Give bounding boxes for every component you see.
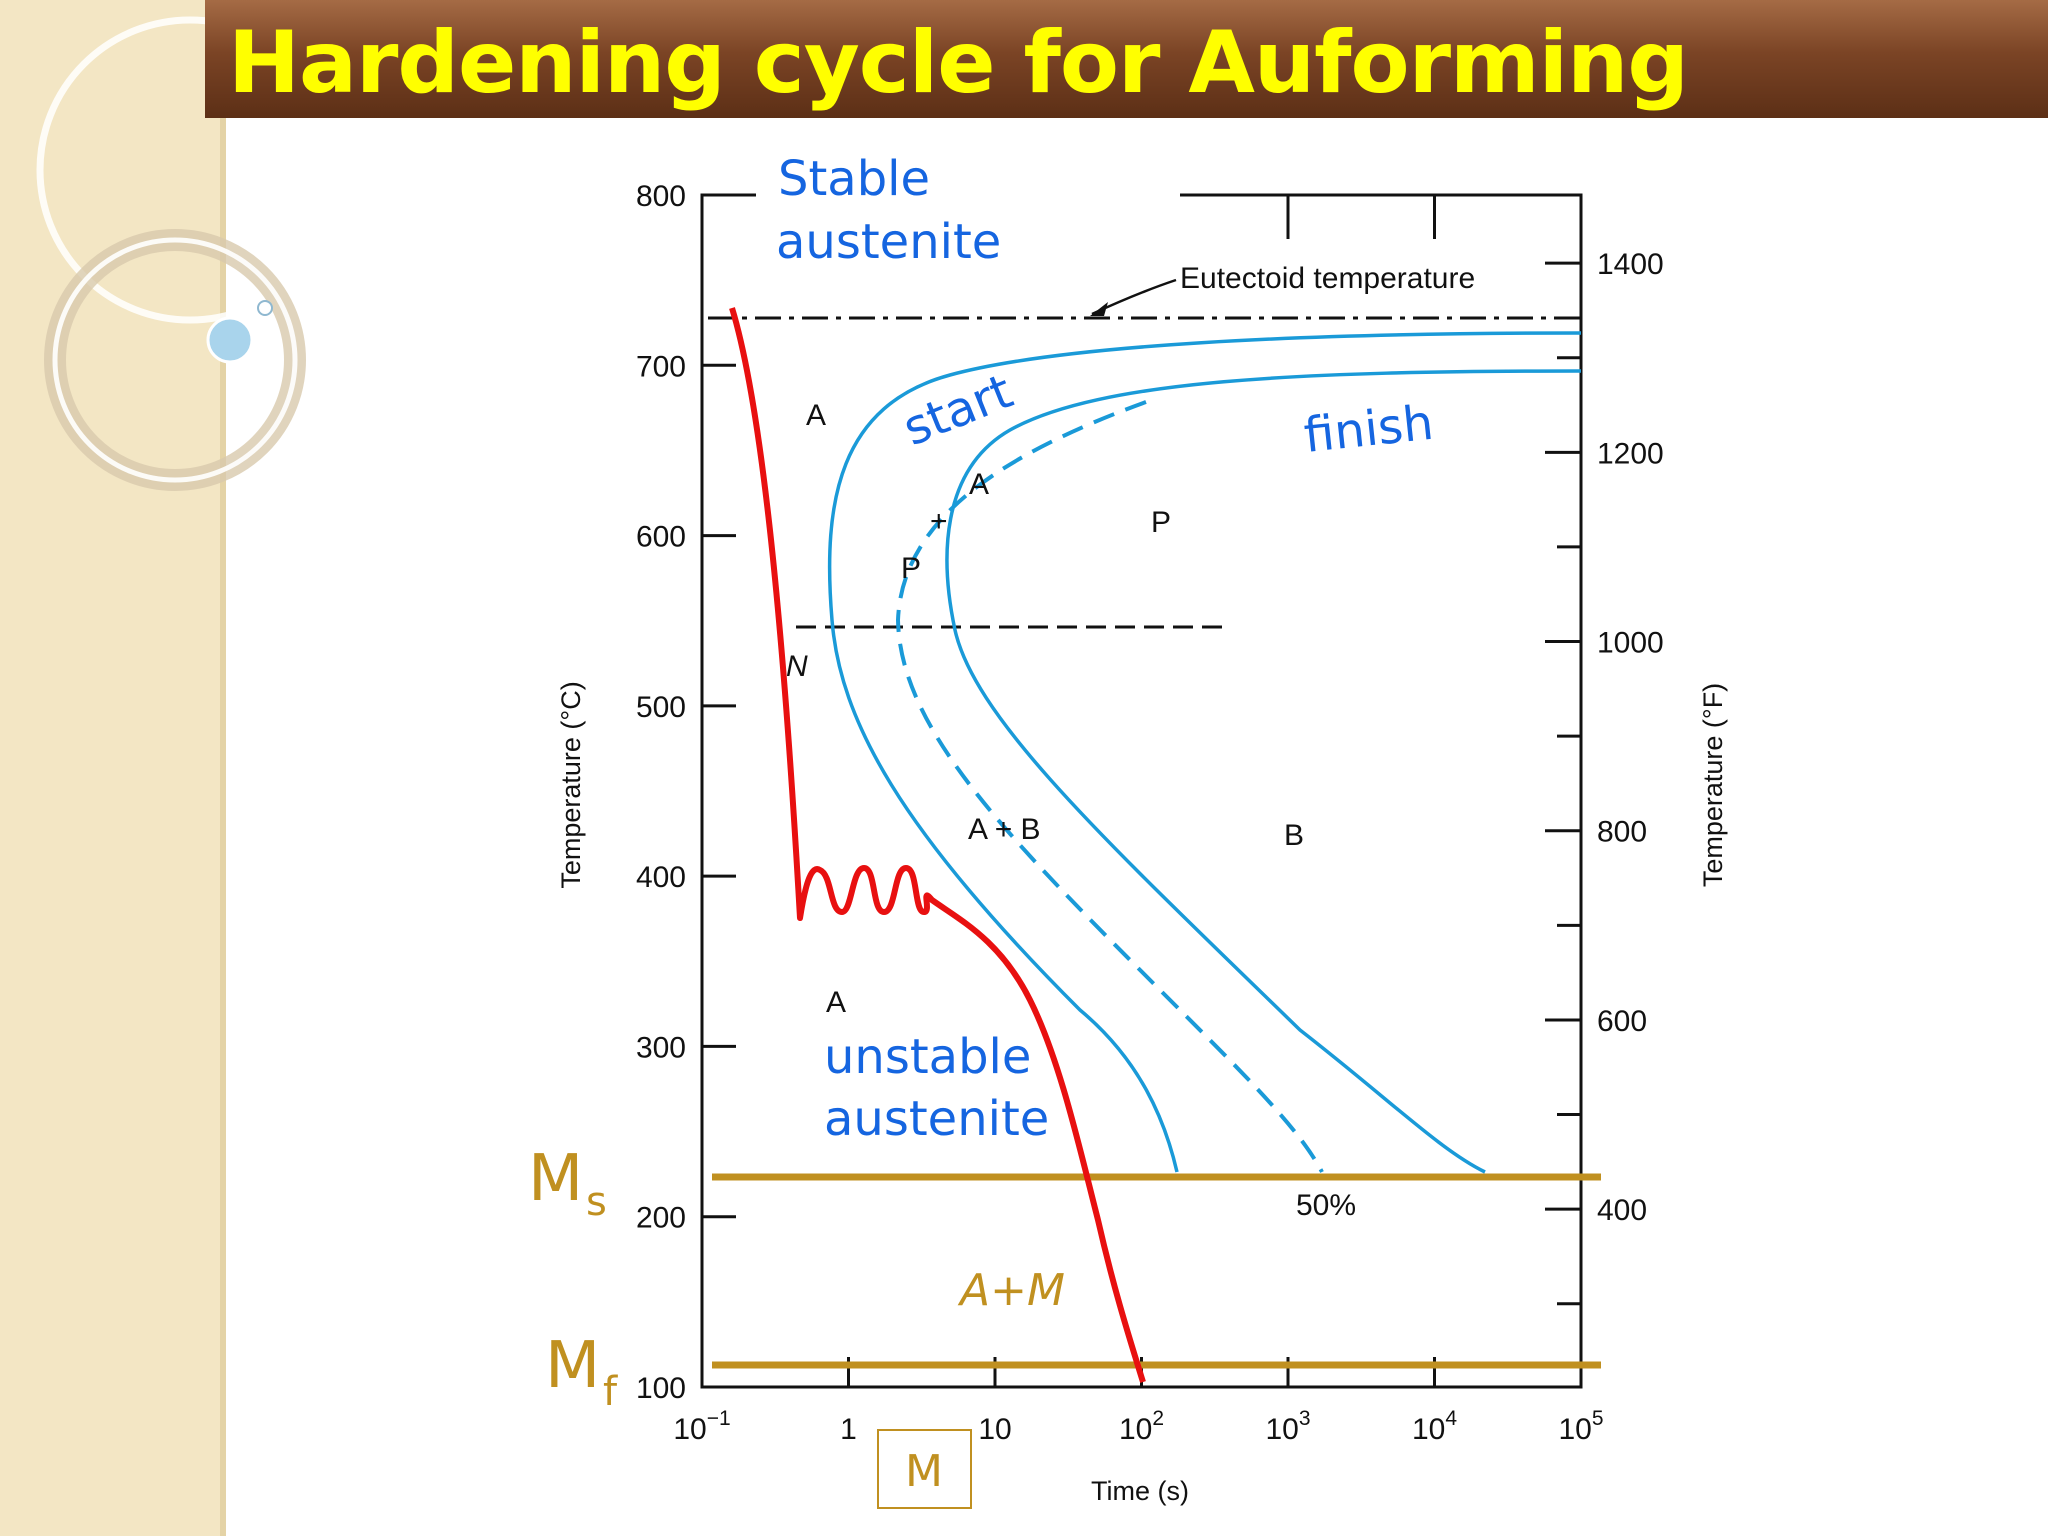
region-a-plus: + — [930, 505, 948, 538]
left-y-tick-label: 300 — [636, 1031, 686, 1064]
left-y-tick-label: 500 — [636, 691, 686, 724]
right-y-tick-label: 1000 — [1597, 627, 1664, 660]
finish-annotation: finish — [1301, 395, 1436, 464]
x-axis-ticks: 10−1 1 10 102 103 104 105 — [673, 195, 1604, 1446]
x-tick-label: 10 — [978, 1413, 1011, 1446]
right-y-tick-label: 1200 — [1597, 437, 1664, 470]
right-y-tick-label: 400 — [1597, 1194, 1647, 1227]
fifty-percent-curve — [895, 400, 1324, 1173]
start-curve — [827, 331, 1582, 1173]
slide-title: Hardening cycle for Auforming — [228, 13, 1689, 113]
region-ab: A + B — [968, 813, 1041, 846]
mf-label: M — [545, 1329, 600, 1403]
left-y-axis-ticks: 100 200 300 400 500 600 700 800 — [636, 180, 736, 1405]
stable-austenite-line2: austenite — [776, 214, 1001, 270]
left-y-tick-label: 700 — [636, 350, 686, 383]
region-a-upper: A — [806, 399, 826, 432]
left-y-axis-title: Temperature (°C) — [556, 681, 586, 888]
x-tick-label: 10−1 — [673, 1407, 730, 1446]
right-y-tick-label: 1400 — [1597, 248, 1664, 281]
region-p-right: P — [1151, 506, 1171, 539]
region-b: B — [1284, 819, 1304, 852]
left-y-tick-label: 100 — [636, 1372, 686, 1405]
eutectoid-label: Eutectoid temperature — [1180, 262, 1475, 295]
x-tick-label: 104 — [1412, 1407, 1457, 1446]
region-n: N — [786, 650, 808, 683]
left-y-tick-label: 800 — [636, 180, 686, 213]
ms-subscript: s — [586, 1179, 607, 1225]
m-box-label: M — [905, 1446, 943, 1497]
left-y-tick-label: 400 — [636, 861, 686, 894]
region-p-mid: P — [901, 552, 921, 585]
title-bar — [205, 0, 2048, 118]
finish-curve — [945, 369, 1582, 1174]
right-y-tick-label: 600 — [1597, 1005, 1647, 1038]
plot-frame — [700, 193, 1583, 1389]
stable-austenite-line1: Stable — [778, 151, 930, 207]
m-box — [877, 1429, 972, 1509]
region-a-lower: A — [826, 986, 846, 1019]
x-tick-label: 103 — [1265, 1407, 1310, 1446]
x-tick-label: 102 — [1119, 1407, 1164, 1446]
x-axis-title: Time (s) — [1091, 1476, 1189, 1506]
right-y-axis-title: Temperature (°F) — [1698, 683, 1728, 887]
right-y-tick-label: 800 — [1597, 816, 1647, 849]
decorative-rings — [36, 16, 330, 491]
unstable-austenite-line2: austenite — [824, 1091, 1049, 1147]
start-annotation: start — [896, 363, 1021, 457]
left-y-tick-label: 200 — [636, 1202, 686, 1235]
region-fifty: 50% — [1296, 1189, 1356, 1222]
left-y-tick-label: 600 — [636, 521, 686, 554]
ms-label: M — [528, 1142, 583, 1216]
cooling-path — [729, 307, 1146, 1383]
eutectoid-arrowhead — [1090, 302, 1108, 316]
unstable-austenite-line1: unstable — [824, 1029, 1031, 1085]
x-tick-label: 105 — [1558, 1407, 1603, 1446]
region-a-mid: A — [969, 468, 989, 501]
right-y-axis-ticks: 400 600 800 1000 1200 1400 — [1545, 248, 1664, 1306]
mf-subscript: f — [603, 1369, 618, 1415]
x-tick-label: 1 — [840, 1413, 857, 1446]
am-label: A+M — [957, 1265, 1065, 1316]
